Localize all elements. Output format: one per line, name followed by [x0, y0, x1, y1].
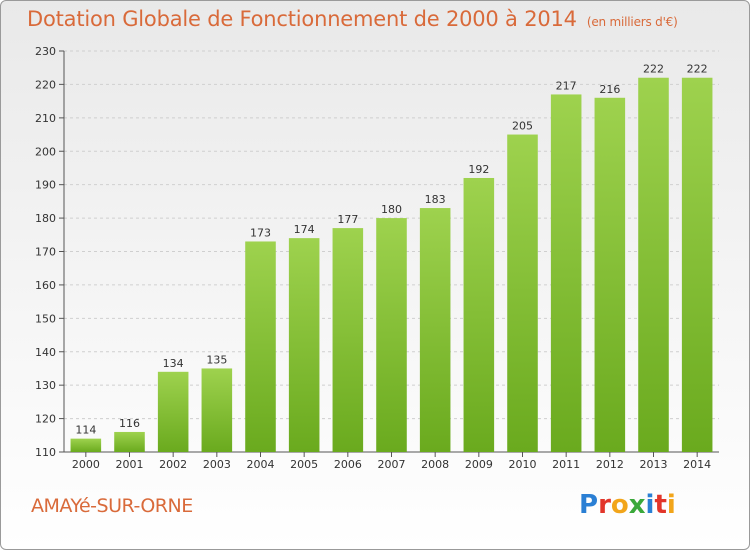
bar — [157, 371, 189, 452]
bar — [550, 94, 582, 453]
y-tick-label: 130 — [35, 379, 56, 392]
data-label: 183 — [425, 193, 446, 206]
x-tick-label: 2013 — [640, 458, 668, 471]
x-tick-label: 2000 — [72, 458, 100, 471]
data-label: 114 — [75, 424, 96, 437]
logo-letter: o — [610, 490, 629, 520]
bar — [681, 77, 713, 452]
data-label: 135 — [206, 353, 227, 366]
x-tick-label: 2011 — [552, 458, 580, 471]
bar — [288, 238, 320, 452]
chart-subtitle: (en milliers d'€) — [586, 15, 678, 29]
logo-letter: r — [598, 490, 611, 520]
y-tick-label: 200 — [35, 145, 56, 158]
bar — [332, 228, 364, 452]
bar — [376, 218, 407, 452]
data-label: 205 — [512, 120, 533, 133]
x-tick-label: 2012 — [596, 458, 624, 471]
y-tick-label: 190 — [35, 179, 56, 192]
y-tick-label: 120 — [35, 413, 56, 426]
y-tick-label: 140 — [35, 346, 56, 359]
logo-letter: i — [666, 490, 676, 520]
bar — [638, 77, 669, 452]
data-label: 222 — [643, 63, 664, 76]
y-tick-label: 160 — [35, 279, 56, 292]
y-tick-label: 230 — [35, 45, 56, 58]
y-tick-label: 180 — [35, 212, 56, 225]
x-tick-label: 2004 — [247, 458, 275, 471]
bar — [463, 177, 495, 452]
y-tick-label: 110 — [35, 446, 56, 459]
x-tick-label: 2005 — [290, 458, 318, 471]
data-label: 222 — [687, 63, 708, 76]
logo-letter: P — [579, 490, 599, 520]
x-tick-label: 2008 — [421, 458, 449, 471]
y-tick-label: 170 — [35, 246, 56, 259]
logo-letter: x — [628, 490, 646, 520]
proxiti-logo[interactable]: Proxiti — [579, 490, 676, 520]
x-tick-label: 2010 — [509, 458, 537, 471]
bar — [70, 438, 102, 452]
city-name: AMAYé-SUR-ORNE — [31, 495, 193, 517]
data-label: 174 — [294, 223, 315, 236]
logo-letter: t — [654, 490, 667, 520]
bar — [594, 97, 626, 453]
x-tick-label: 2014 — [683, 458, 711, 471]
bars — [70, 77, 713, 453]
bar — [419, 208, 451, 452]
y-tick-label: 210 — [35, 112, 56, 125]
x-tick-label: 2003 — [203, 458, 231, 471]
data-label: 217 — [556, 79, 577, 92]
x-tick-label: 2002 — [159, 458, 187, 471]
x-tick-label: 2007 — [378, 458, 406, 471]
x-tick-label: 2001 — [116, 458, 144, 471]
bar — [507, 134, 538, 452]
x-tick-labels: 2000 2001 2002 2003 2004 2005 2006 2007 2008 2009… — [72, 458, 711, 471]
bar — [201, 368, 233, 452]
y-tick-label: 220 — [35, 78, 56, 91]
data-label: 134 — [163, 357, 184, 370]
y-tick-labels: 110 120 130 140 150 160 170 180 190 200 210 220 230 — [35, 45, 56, 459]
bar — [114, 431, 145, 452]
data-label: 180 — [381, 203, 402, 216]
logo-letter: i — [645, 490, 655, 520]
data-label: 192 — [468, 163, 489, 176]
data-labels: 114 116 134 135 173 174 177 180 183 192 205 217 216 2… — [75, 63, 707, 437]
chart-title-text: Dotation Globale de Fonctionnement de 20… — [27, 7, 577, 31]
x-tick-label: 2006 — [334, 458, 362, 471]
data-label: 177 — [337, 213, 358, 226]
data-label: 216 — [599, 83, 620, 96]
y-tick-label: 150 — [35, 312, 56, 325]
data-label: 173 — [250, 226, 271, 239]
x-tick-label: 2009 — [465, 458, 493, 471]
chart-title: Dotation Globale de Fonctionnement de 20… — [27, 7, 678, 31]
bar — [245, 241, 276, 452]
data-label: 116 — [119, 417, 140, 430]
